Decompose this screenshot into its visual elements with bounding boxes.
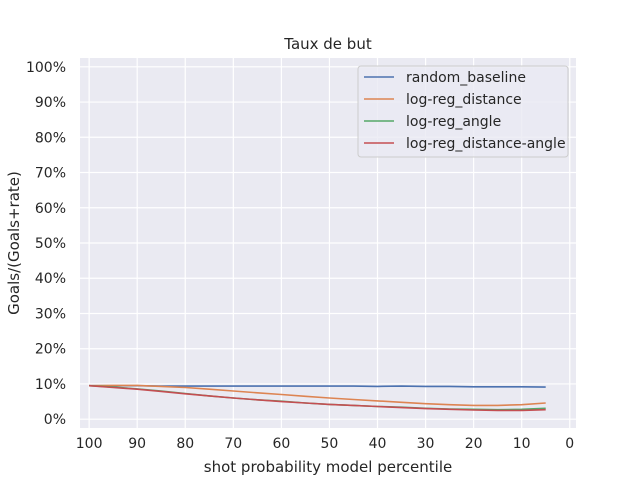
legend-label: log-reg_distance-angle: [406, 136, 566, 152]
x-tick-labels: 100 90 80 70 60 50 40 30 20 10 0: [76, 436, 574, 452]
x-tick-label: 100: [76, 436, 103, 452]
y-tick-label: 10%: [35, 377, 66, 393]
x-tick-label: 90: [128, 436, 146, 452]
x-tick-label: 0: [565, 436, 574, 452]
x-tick-label: 10: [513, 436, 531, 452]
x-tick-label: 70: [224, 436, 242, 452]
y-tick-label: 70%: [35, 166, 66, 182]
legend-label: log-reg_angle: [406, 114, 501, 130]
y-tick-label: 100%: [26, 60, 66, 76]
y-tick-label: 30%: [35, 306, 66, 322]
y-tick-label: 90%: [35, 95, 66, 111]
y-tick-label: 60%: [35, 201, 66, 217]
y-tick-label: 0%: [44, 412, 66, 428]
y-tick-label: 50%: [35, 236, 66, 252]
y-tick-label: 20%: [35, 342, 66, 358]
x-tick-label: 60: [272, 436, 290, 452]
legend: random_baseline log-reg_distance log-reg_a…: [357, 65, 569, 158]
x-tick-label: 30: [417, 436, 435, 452]
y-tick-label: 80%: [35, 130, 66, 146]
y-axis-label: Goals/(Goals+rate): [5, 171, 23, 315]
y-tick-labels: 0% 10% 20% 30% 40% 50% 60% 70% 80% 90% 100%: [26, 60, 66, 428]
x-tick-label: 80: [176, 436, 194, 452]
legend-label: log-reg_distance: [406, 92, 522, 108]
series-lines: [89, 384, 546, 412]
x-tick-label: 50: [321, 436, 339, 452]
x-tick-label: 40: [369, 436, 387, 452]
x-tick-label: 20: [465, 436, 483, 452]
chart-title: Taux de but: [283, 35, 372, 53]
legend-box: [357, 65, 569, 158]
x-axis-label: shot probability model percentile: [204, 458, 452, 476]
legend-label: random_baseline: [406, 70, 526, 86]
y-tick-label: 40%: [35, 271, 66, 287]
series-line-log-reg_distance: [89, 384, 546, 407]
series-line-log-reg_distance-angle: [89, 384, 546, 412]
